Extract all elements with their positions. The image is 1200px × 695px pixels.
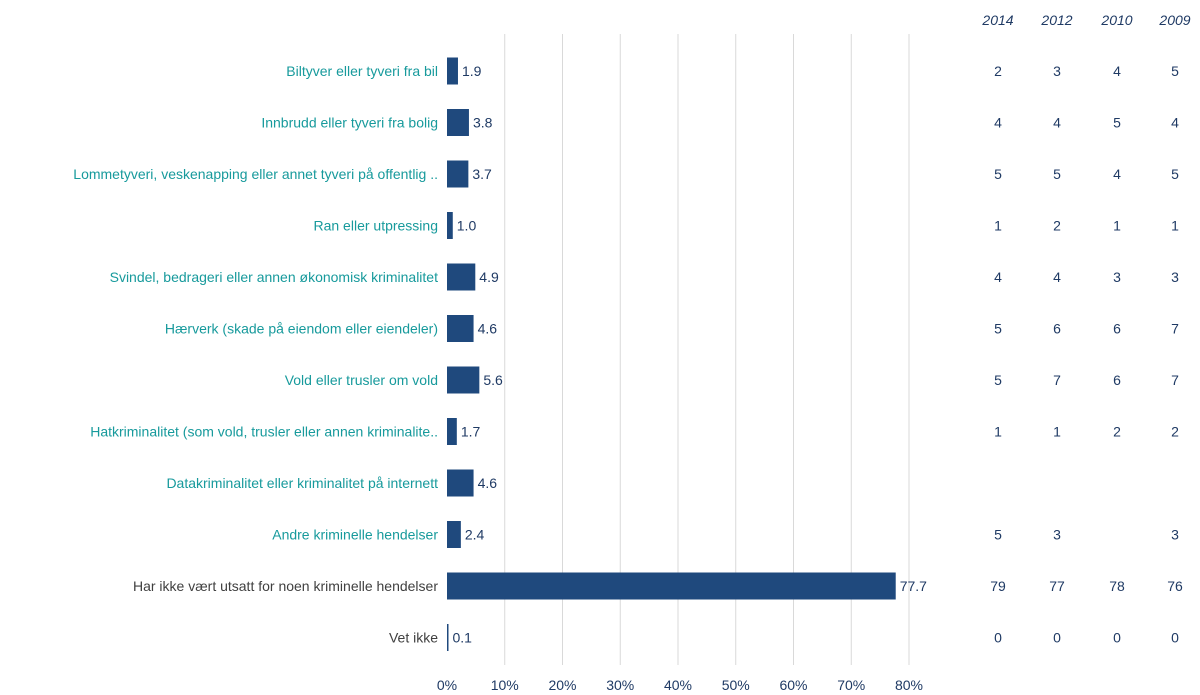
- x-tick-label: 70%: [837, 677, 865, 693]
- x-tick-label: 60%: [779, 677, 807, 693]
- year-value: 1: [1113, 218, 1121, 234]
- bar: [447, 160, 469, 188]
- year-value: 1: [1053, 424, 1061, 440]
- year-value: 6: [1053, 321, 1061, 337]
- year-header: 2012: [1040, 12, 1072, 28]
- category-label: Datakriminalitet eller kriminalitet på i…: [166, 475, 438, 491]
- x-tick-label: 20%: [548, 677, 576, 693]
- bar: [447, 109, 469, 136]
- year-value: 5: [994, 372, 1002, 388]
- year-value: 6: [1113, 321, 1121, 337]
- year-value: 0: [1113, 630, 1121, 646]
- value-labels: 1.9 3.8 3.7 1.0 4.9 4.6 5.6 1.7 4.6 2.4 77.7 0.1: [453, 63, 928, 646]
- year-value: 2: [1113, 424, 1121, 440]
- year-value: 79: [990, 578, 1006, 594]
- category-label: Vet ikke: [389, 630, 438, 646]
- category-label: Vold eller trusler om vold: [285, 372, 438, 388]
- year-value: 5: [1053, 166, 1061, 182]
- x-axis-ticks: 0% 10% 20% 30% 40% 50% 60% 70% 80%: [437, 677, 923, 693]
- bars: [447, 57, 896, 651]
- value-label: 4.6: [478, 475, 498, 491]
- bar: [447, 572, 896, 600]
- x-tick-label: 40%: [664, 677, 692, 693]
- year-value: 4: [1053, 115, 1061, 131]
- x-tick-label: 0%: [437, 677, 457, 693]
- year-value: 2: [1053, 218, 1061, 234]
- year-value: 3: [1171, 269, 1179, 285]
- category-label: Svindel, bedrageri eller annen økonomisk…: [110, 269, 438, 285]
- year-value: 1: [1171, 218, 1179, 234]
- year-value: 4: [994, 269, 1002, 285]
- year-value: 6: [1113, 372, 1121, 388]
- year-value: 0: [994, 630, 1002, 646]
- value-label: 2.4: [465, 527, 485, 543]
- category-label: Lommetyveri, veskenapping eller annet ty…: [73, 166, 438, 182]
- value-label: 1.7: [461, 424, 481, 440]
- category-labels: Biltyver eller tyveri fra bil Innbrudd el…: [73, 63, 438, 646]
- category-label: Ran eller utpressing: [313, 218, 438, 234]
- year-value: 3: [1113, 269, 1121, 285]
- x-tick-label: 30%: [606, 677, 634, 693]
- bar: [447, 366, 480, 394]
- year-value: 1: [994, 424, 1002, 440]
- value-label: 0.1: [453, 630, 473, 646]
- bar: [447, 418, 457, 445]
- year-value: 4: [1113, 166, 1121, 182]
- year-value: 7: [1171, 321, 1179, 337]
- value-label: 4.6: [478, 321, 498, 337]
- bar: [447, 315, 474, 342]
- category-label: Andre kriminelle hendelser: [272, 527, 438, 543]
- year-value: 78: [1109, 578, 1125, 594]
- year-value: 4: [994, 115, 1002, 131]
- year-value: 4: [1113, 63, 1121, 79]
- value-label: 3.7: [472, 166, 492, 182]
- category-label: Innbrudd eller tyveri fra bolig: [261, 115, 438, 131]
- year-header: 2014: [981, 12, 1013, 28]
- year-value: 76: [1167, 578, 1183, 594]
- x-tick-label: 10%: [491, 677, 519, 693]
- value-label: 1.0: [457, 218, 477, 234]
- x-tick-label: 50%: [722, 677, 750, 693]
- year-header: 2009: [1158, 12, 1190, 28]
- category-label: Biltyver eller tyveri fra bil: [286, 63, 438, 79]
- category-label: Hatkriminalitet (som vold, trusler eller…: [90, 424, 438, 440]
- category-label: Har ikke vært utsatt for noen kriminelle…: [133, 578, 438, 594]
- year-value: 4: [1171, 115, 1179, 131]
- year-value: 7: [1171, 372, 1179, 388]
- bar: [447, 212, 453, 239]
- year-value: 5: [994, 527, 1002, 543]
- year-value: 7: [1053, 372, 1061, 388]
- year-value: 3: [1171, 527, 1179, 543]
- year-value: 0: [1171, 630, 1179, 646]
- year-value: 5: [1113, 115, 1121, 131]
- year-header: 2010: [1100, 12, 1132, 28]
- year-value: 3: [1053, 527, 1061, 543]
- year-value: 77: [1049, 578, 1065, 594]
- value-label: 1.9: [462, 63, 482, 79]
- year-value: 2: [1171, 424, 1179, 440]
- year-value: 4: [1053, 269, 1061, 285]
- value-label: 77.7: [900, 578, 927, 594]
- bar: [447, 469, 474, 497]
- year-value: 5: [1171, 166, 1179, 182]
- year-value: 5: [994, 166, 1002, 182]
- category-label: Hærverk (skade på eiendom eller eiendele…: [165, 321, 438, 337]
- bar: [447, 521, 461, 548]
- value-label: 3.8: [473, 115, 493, 131]
- gridlines: [504, 34, 910, 665]
- year-value: 5: [1171, 63, 1179, 79]
- bar: [447, 57, 458, 85]
- year-value: 1: [994, 218, 1002, 234]
- year-value: 0: [1053, 630, 1061, 646]
- x-tick-label: 80%: [895, 677, 923, 693]
- bar: [447, 263, 476, 291]
- value-label: 4.9: [479, 269, 499, 285]
- year-value: 2: [994, 63, 1002, 79]
- year-value: 5: [994, 321, 1002, 337]
- bar: [447, 624, 449, 651]
- value-label: 5.6: [483, 372, 503, 388]
- year-value: 3: [1053, 63, 1061, 79]
